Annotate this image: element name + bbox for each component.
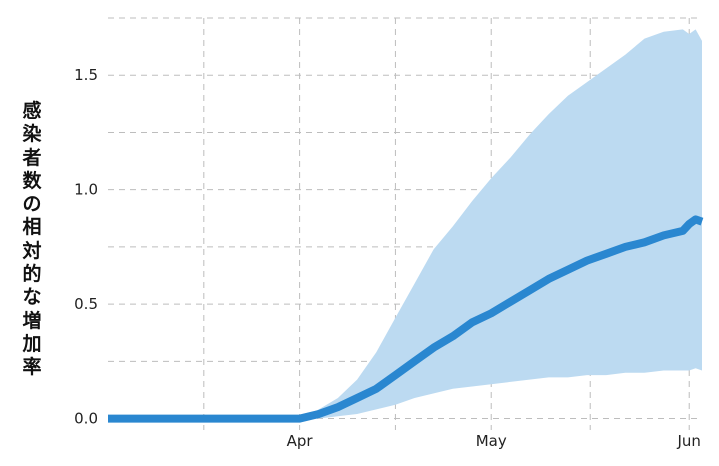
x-tick-label-0: Apr [287,432,314,450]
y-axis-label: 感染者数の相対的な増加率 [20,100,44,380]
y-axis-label-char-4: の [22,193,42,216]
y-axis-label-char-9: 増 [22,309,42,332]
y-axis-label-char-10: 加 [22,332,42,355]
y-axis-label-char-11: 率 [22,356,42,379]
y-tick-label-1: 0.5 [74,295,98,313]
y-axis-label-char-8: な [22,286,42,309]
band-area [108,29,702,419]
y-tick-label-0: 0.0 [74,410,98,428]
y-tick-label-2: 1.0 [74,181,98,199]
y-axis-label-char-6: 対 [22,239,42,262]
x-tick-label-2: Jun [677,432,701,450]
confidence-band [108,29,702,419]
y-tick-labels: 0.0 0.5 1.0 1.5 [74,66,98,427]
y-axis-label-char-5: 相 [22,216,42,239]
series-line [108,215,704,423]
y-tick-label-3: 1.5 [74,66,98,84]
y-axis-label-char-0: 感 [22,100,42,122]
series-line-path [108,215,704,423]
x-tick-label-1: May [476,432,507,450]
y-axis-label-char-7: 的 [22,263,42,286]
y-axis-label-char-3: 数 [22,169,42,192]
y-axis-label-char-1: 染 [22,123,42,146]
x-tick-labels: Apr May Jun [287,432,701,450]
y-axis-label-char-2: 者 [22,146,42,169]
